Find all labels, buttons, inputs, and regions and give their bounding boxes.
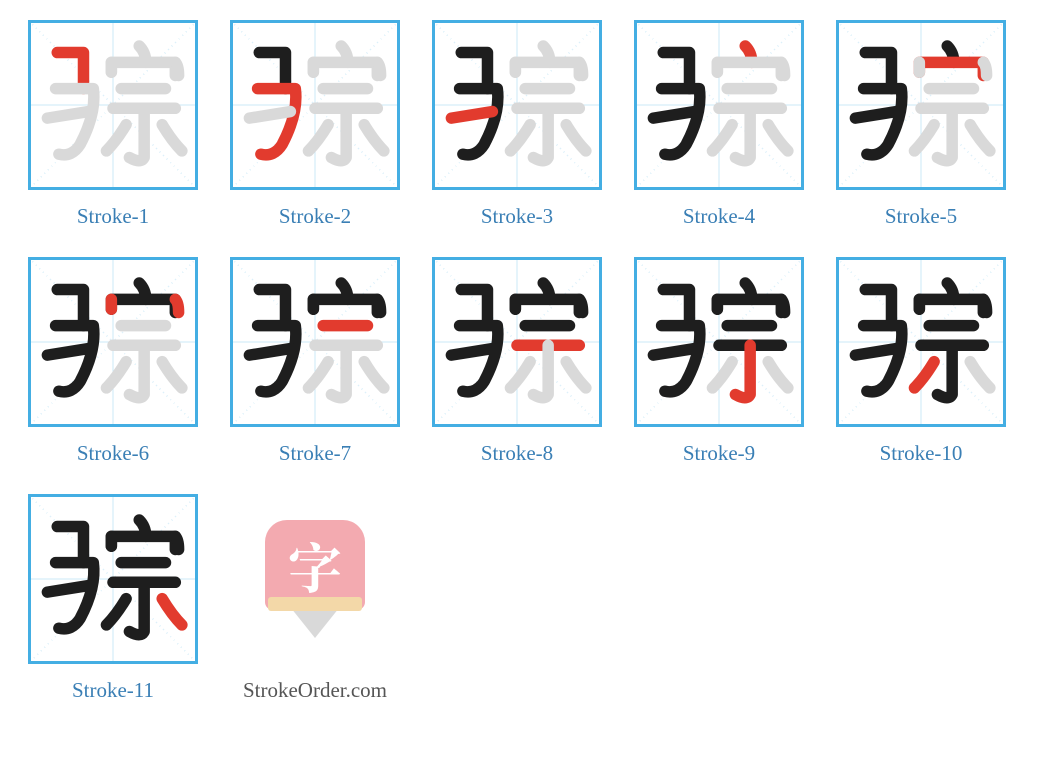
- stroke-tile: [836, 257, 1006, 427]
- glyph-svg: [839, 23, 1003, 187]
- stroke-tile: [836, 20, 1006, 190]
- stroke-caption: Stroke-8: [481, 441, 553, 466]
- stroke-cell: Stroke-7: [230, 257, 400, 466]
- stroke-cell: Stroke-2: [230, 20, 400, 229]
- glyph-svg: [31, 497, 195, 661]
- stroke-caption: Stroke-5: [885, 204, 957, 229]
- stroke-caption: Stroke-3: [481, 204, 553, 229]
- glyph-svg: [233, 260, 397, 424]
- stroke-caption: Stroke-10: [880, 441, 963, 466]
- glyph-svg: [637, 260, 801, 424]
- stroke-grid: Stroke-1 Stroke-2 Stroke-3 Stroke-4 Stro…: [28, 20, 1030, 703]
- stroke-caption: Stroke-7: [279, 441, 351, 466]
- glyph-svg: [839, 260, 1003, 424]
- glyph-svg: [233, 23, 397, 187]
- site-cell: 字 StrokeOrder.com: [230, 494, 400, 703]
- stroke-tile: [230, 257, 400, 427]
- stroke-tile: [634, 257, 804, 427]
- site-logo-tile: 字: [230, 494, 400, 664]
- glyph-svg: [435, 23, 599, 187]
- glyph-svg: [637, 23, 801, 187]
- stroke-tile: [28, 494, 198, 664]
- stroke-tile: [432, 257, 602, 427]
- stroke-caption: Stroke-11: [72, 678, 154, 703]
- stroke-caption: Stroke-6: [77, 441, 149, 466]
- stroke-caption: Stroke-1: [77, 204, 149, 229]
- stroke-cell: Stroke-9: [634, 257, 804, 466]
- stroke-cell: Stroke-6: [28, 257, 198, 466]
- stroke-cell: Stroke-4: [634, 20, 804, 229]
- glyph-svg: [435, 260, 599, 424]
- glyph-svg: [31, 23, 195, 187]
- stroke-caption: Stroke-4: [683, 204, 755, 229]
- site-caption: StrokeOrder.com: [243, 678, 387, 703]
- stroke-cell: Stroke-10: [836, 257, 1006, 466]
- stroke-tile: [432, 20, 602, 190]
- stroke-cell: Stroke-1: [28, 20, 198, 229]
- stroke-caption: Stroke-9: [683, 441, 755, 466]
- stroke-tile: [28, 20, 198, 190]
- stroke-cell: Stroke-5: [836, 20, 1006, 229]
- stroke-tile: [230, 20, 400, 190]
- stroke-cell: Stroke-3: [432, 20, 602, 229]
- stroke-tile: [634, 20, 804, 190]
- stroke-caption: Stroke-2: [279, 204, 351, 229]
- site-logo: 字: [233, 497, 397, 661]
- stroke-cell: Stroke-11: [28, 494, 198, 703]
- logo-band: [268, 597, 362, 611]
- glyph-svg: [31, 260, 195, 424]
- stroke-tile: [28, 257, 198, 427]
- stroke-cell: Stroke-8: [432, 257, 602, 466]
- logo-tip: [291, 608, 339, 638]
